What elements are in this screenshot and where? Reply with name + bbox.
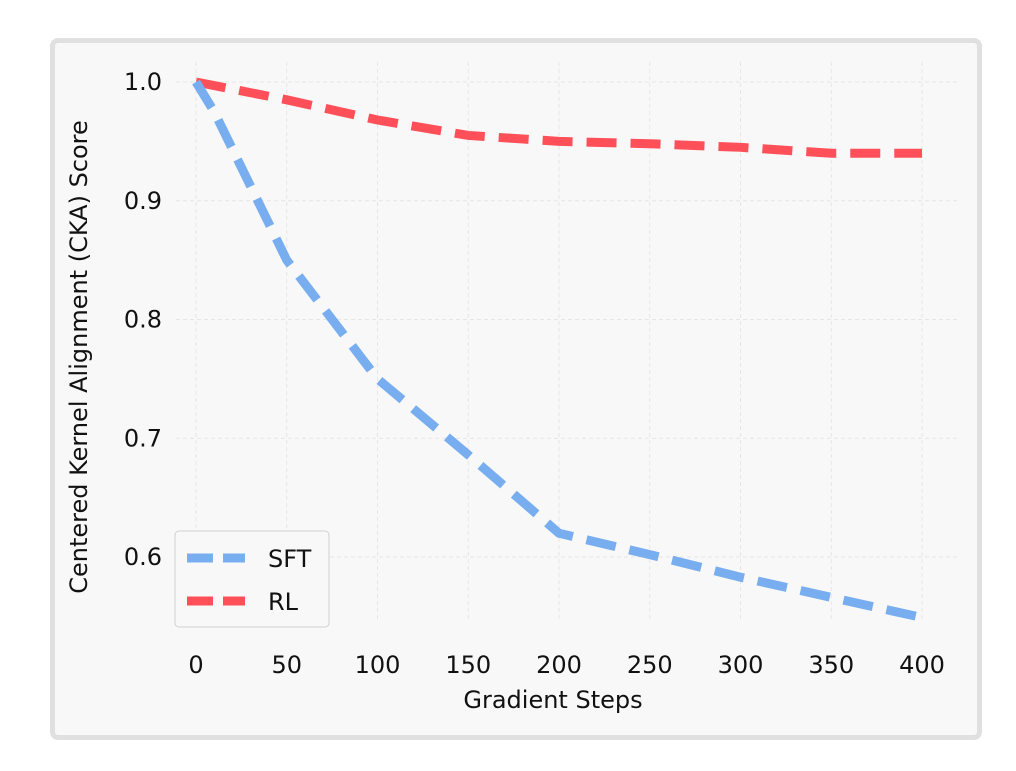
x-tick-label: 350 bbox=[808, 651, 854, 679]
legend-label-rl: RL bbox=[268, 588, 299, 616]
x-tick-label: 50 bbox=[271, 651, 302, 679]
y-tick-label: 0.6 bbox=[124, 543, 162, 571]
x-tick-label: 400 bbox=[899, 651, 945, 679]
y-tick-label: 0.9 bbox=[124, 187, 162, 215]
x-tick-label: 0 bbox=[188, 651, 203, 679]
ticks: 0 50 100 150 200 250 300 350 400 0.6 0.7 0.8 0.9 1.0 bbox=[124, 68, 945, 679]
legend-label-sft: SFT bbox=[268, 545, 312, 573]
x-tick-label: 200 bbox=[536, 651, 582, 679]
y-tick-label: 0.7 bbox=[124, 424, 162, 452]
x-tick-label: 100 bbox=[355, 651, 401, 679]
series-line-rl bbox=[195, 77, 922, 158]
series-lines bbox=[192, 77, 923, 622]
y-axis-label: Centered Kernel Alignment (CKA) Score bbox=[65, 120, 93, 594]
x-axis-label: Gradient Steps bbox=[463, 686, 642, 714]
legend: SFT RL bbox=[174, 530, 330, 628]
x-tick-label: 300 bbox=[718, 651, 764, 679]
x-tick-label: 150 bbox=[445, 651, 491, 679]
series-line-sft bbox=[192, 79, 923, 622]
y-tick-label: 0.8 bbox=[124, 306, 162, 334]
y-tick-label: 1.0 bbox=[124, 68, 162, 96]
legend-box bbox=[174, 530, 330, 628]
x-tick-label: 250 bbox=[627, 651, 673, 679]
